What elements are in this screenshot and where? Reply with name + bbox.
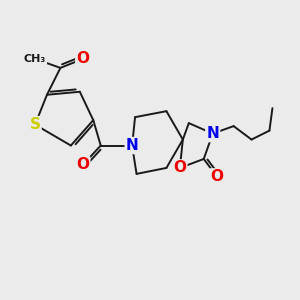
Text: O: O bbox=[211, 169, 224, 184]
Text: O: O bbox=[76, 51, 89, 66]
Text: O: O bbox=[173, 160, 186, 175]
Text: N: N bbox=[126, 138, 139, 153]
Text: O: O bbox=[76, 158, 89, 172]
Text: S: S bbox=[29, 117, 40, 132]
Text: N: N bbox=[206, 126, 219, 141]
Text: CH₃: CH₃ bbox=[24, 54, 46, 64]
